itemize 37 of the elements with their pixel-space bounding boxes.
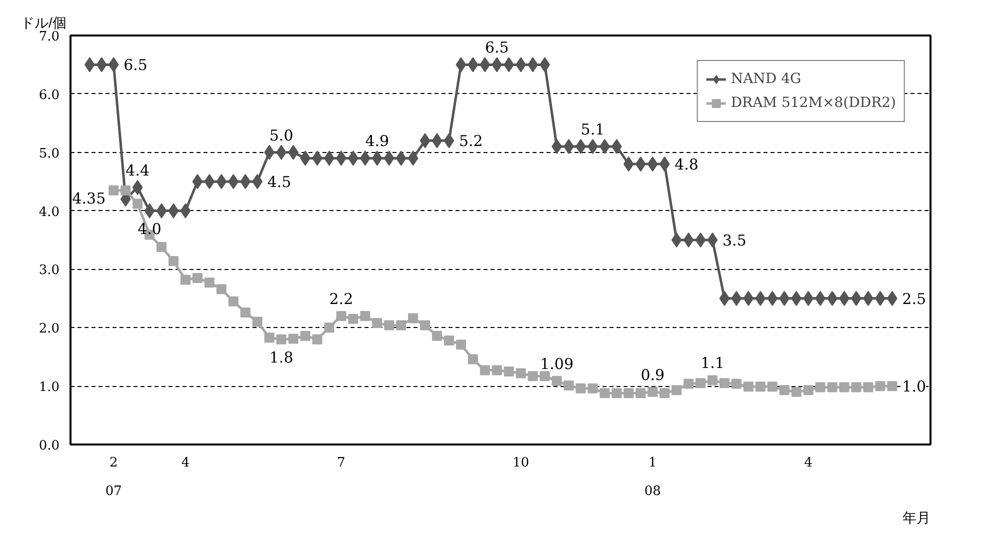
legend-label: NAND 4G <box>730 71 802 87</box>
data-label: 4.8 <box>674 156 698 174</box>
y-tick-label: 1.0 <box>38 380 60 396</box>
data-label: 1.1 <box>700 354 724 372</box>
data-label: 1.0 <box>902 378 926 396</box>
data-label: 3.5 <box>722 232 746 250</box>
y-tick-label: 5.0 <box>38 146 60 162</box>
y-tick-label: 6.0 <box>38 88 60 103</box>
data-label: 2.2 <box>329 290 354 308</box>
x-tick-label: 10 <box>512 456 530 470</box>
x-tick-label: 4 <box>181 456 190 470</box>
legend-label: DRAM 512M×8(DDR2) <box>730 95 896 111</box>
x-tick-label: 2 07 <box>105 456 122 499</box>
data-label: 1.09 <box>540 354 574 373</box>
data-label: 1.8 <box>269 348 294 366</box>
x-tick-label: 7 <box>337 456 346 470</box>
y-tick-label: 3.0 <box>38 263 60 278</box>
data-label: 4.5 <box>267 173 292 192</box>
data-label: 6.5 <box>124 56 148 74</box>
data-label: 5.1 <box>580 120 605 139</box>
x-tick-label: 1 08 <box>644 456 661 499</box>
data-label: 5.0 <box>269 126 294 144</box>
y-tick-label: 7.0 <box>38 30 60 44</box>
data-label: 6.5 <box>484 38 509 57</box>
y-tick-label: 0.0 <box>38 438 60 454</box>
data-label: 4.35 <box>72 189 106 208</box>
data-label: 4.9 <box>365 132 390 150</box>
y-tick-label: 2.0 <box>38 322 60 337</box>
data-label: 4.0 <box>138 220 162 238</box>
data-label: 0.9 <box>640 366 665 384</box>
data-label: 5.2 <box>458 132 483 150</box>
data-label: 4.4 <box>126 161 150 180</box>
x-axis-title: 年月 <box>902 510 930 526</box>
data-label: 2.5 <box>902 290 926 308</box>
y-axis-title: ドル/個 <box>20 14 66 30</box>
y-tick-label: 4.0 <box>38 204 60 220</box>
x-tick-label: 4 <box>804 456 812 470</box>
